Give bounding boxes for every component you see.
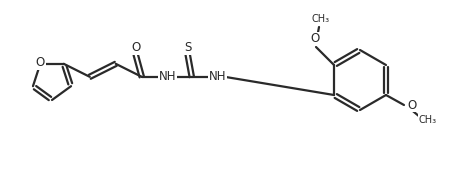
Text: NH: NH [159,70,176,83]
Text: CH₃: CH₃ [312,14,330,24]
Text: O: O [36,56,45,69]
Text: S: S [184,41,191,54]
Text: O: O [310,33,320,46]
Text: CH₃: CH₃ [419,115,437,125]
Text: O: O [131,41,140,54]
Text: NH: NH [209,70,226,83]
Text: O: O [407,99,417,111]
